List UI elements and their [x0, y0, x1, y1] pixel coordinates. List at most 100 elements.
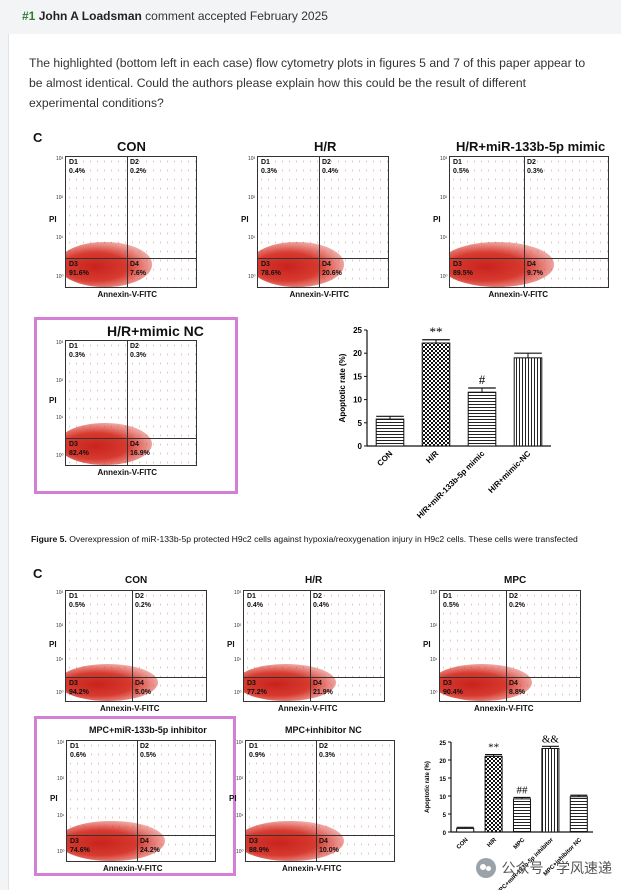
fig5-plot-hr-d2-label: D2: [322, 159, 331, 166]
fig7-plot-inhibitor-nc-density: [246, 820, 344, 861]
fig7-plot-mpc-d2-value: 0.2%: [509, 602, 525, 609]
fig5-plot-mimic-nc-title: H/R+mimic NC: [107, 323, 204, 339]
fig5-plot-mimic-y-axis-label: PI: [433, 214, 441, 224]
fig5-bar: [421, 342, 451, 447]
figure5-panel-label: C: [33, 130, 43, 145]
comment-author[interactable]: John A Loadsman: [38, 9, 142, 23]
fig5-plot-con-d2-value: 0.2%: [130, 168, 146, 175]
fig7-plot-mpc-gate-v: [506, 591, 507, 701]
fig7-plot-mpc-d4-value: 8.8%: [509, 689, 525, 696]
fig7-plot-con-y-tick: 10⁰: [56, 690, 64, 696]
fig7-plot-hr-d4-label: D4: [313, 680, 322, 687]
fig5-plot-con-d1-value: 0.4%: [69, 168, 85, 175]
fig7-plot-inhibitor-nc-y-axis-label: PI: [229, 794, 237, 803]
fig7-plot-inhibitor-d2-label: D2: [140, 743, 149, 750]
fig7-plot-mpc-y-tick: 10³: [430, 590, 438, 596]
fig5-plot-con-d3-label: D3: [69, 261, 78, 268]
fig7-plot-inhibitor-nc-gate-v: [316, 741, 317, 861]
fig7-significance-label: **: [488, 742, 499, 754]
fig5-plot-hr-d2-value: 0.4%: [322, 168, 338, 175]
fig7-plot-inhibitor-nc-d4-value: 10.0%: [319, 847, 339, 854]
fig5-y-tick-label: 25: [353, 326, 362, 335]
fig7-plot-inhibitor-gate-h: [67, 835, 215, 836]
fig7-plot-mpc-y-tick: 10⁰: [430, 690, 438, 696]
fig7-plot-inhibitor-y-axis-label: PI: [50, 794, 58, 803]
fig5-bar: [513, 357, 543, 447]
fig7-plot-inhibitor-y-tick: 10²: [57, 776, 65, 783]
fig7-plot-mpc-title: MPC: [504, 575, 527, 586]
fig5-plot-con-density: [66, 242, 152, 287]
fig7-y-tick-label: 10: [439, 795, 446, 801]
fig5-plot-mimic-y-tick: 10¹: [440, 234, 448, 241]
fig5-plot-con-gate-h: [66, 258, 196, 259]
fig5-plot-hr-d4-value: 20.6%: [322, 270, 342, 277]
fig7-y-label: Apoptotic rate (%): [425, 761, 431, 813]
fig5-plot-con-y-tick: 10¹: [56, 234, 64, 241]
fig7-bar: [512, 798, 532, 833]
fig5-plot-mimic-y-tick: 10⁰: [440, 274, 448, 281]
fig5-plot-hr-y-tick: 10⁰: [248, 274, 256, 281]
comment-number[interactable]: #1: [22, 9, 36, 23]
fig5-plot-mimic-d1-value: 0.5%: [453, 168, 469, 175]
fig5-plot-mimic-nc-gate-v: [127, 341, 128, 465]
fig7-plot-con-d1-value: 0.5%: [69, 602, 85, 609]
fig7-plot-con-y-tick: 10³: [56, 590, 64, 596]
fig5-plot-mimic-y-tick: 10³: [440, 156, 448, 162]
fig7-plot-con-d3-value: 94.2%: [69, 689, 89, 696]
fig7-plot-hr-d2-value: 0.4%: [313, 602, 329, 609]
fig5-plot-mimic-d3-value: 89.5%: [453, 270, 473, 277]
fig7-significance-label: ##: [517, 784, 529, 796]
fig5-plot-con-d4-label: D4: [130, 261, 139, 268]
fig7-plot-inhibitor-nc-y-tick: 10³: [236, 740, 244, 746]
fig7-plot-con-y-axis-label: PI: [49, 639, 57, 649]
fig7-plot-con-d2-label: D2: [135, 593, 144, 600]
fig7-plot-con-frame: D1 0.5% D2 0.2% D3 94.2% D4 5.0%: [65, 590, 207, 702]
fig7-bar: [569, 796, 588, 833]
fig7-plot-inhibitor-d3-value: 74.6%: [70, 847, 90, 854]
fig7-plot-mpc-d4-label: D4: [509, 680, 518, 687]
fig7-plot-hr-frame: D1 0.4% D2 0.4% D3 77.2% D4 21.9%: [243, 590, 385, 702]
fig5-plot-con-d3-value: 91.6%: [69, 270, 89, 277]
fig5-plot-mimic-nc-frame: D1 0.3% D2 0.3% D3 82.4% D4 16.9%: [65, 340, 197, 466]
fig5-plot-mimic-nc-d1-value: 0.3%: [69, 352, 85, 359]
watermark: 公众号 · 学风速递: [475, 858, 612, 878]
fig7-plot-mpc-d3-label: D3: [443, 680, 452, 687]
fig7-plot-inhibitor-nc-x-axis-label: Annexin-V-FITC: [282, 864, 342, 873]
fig7-bar: [484, 755, 503, 833]
fig7-highlight-box: [34, 716, 236, 876]
fig7-plot-mpc-d2-label: D2: [509, 593, 518, 600]
fig5-plot-mimic-nc-density: [66, 423, 152, 465]
fig5-highlight-box: [34, 317, 238, 494]
fig7-plot-hr-title: H/R: [305, 575, 323, 586]
fig7-plot-hr-y-tick: 10¹: [234, 656, 242, 663]
fig5-plot-con-y-tick: 10⁰: [56, 274, 64, 281]
fig5-plot-hr-x-axis-label: Annexin-V-FITC: [289, 290, 350, 299]
fig5-plot-hr-y-tick: 10²: [248, 195, 256, 202]
fig7-plot-con-title: CON: [125, 575, 148, 586]
fig5-plot-con-d2-label: D2: [130, 159, 139, 166]
comment-header-line: #1 John A Loadsman comment accepted Febr…: [22, 9, 328, 23]
fig7-plot-hr-gate-v: [310, 591, 311, 701]
fig5-plot-con-y-tick: 10³: [56, 156, 64, 162]
fig7-bar: [456, 827, 475, 833]
fig7-plot-inhibitor-nc-d1-value: 0.9%: [249, 752, 265, 759]
fig7-plot-mpc-d3-value: 90.4%: [443, 689, 463, 696]
fig5-plot-con-d1-label: D1: [69, 159, 78, 166]
fig7-plot-inhibitor-nc-title: MPC+inhibitor NC: [285, 725, 362, 735]
fig7-plot-hr-y-tick: 10²: [234, 623, 242, 630]
fig7-plot-con-d3-label: D3: [69, 680, 78, 687]
fig5-plot-hr-gate-h: [258, 258, 388, 259]
fig7-plot-mpc-density: [440, 663, 533, 701]
fig7-plot-mpc-d1-label: D1: [443, 593, 452, 600]
fig5-plot-mimic-nc-x-axis-label: Annexin-V-FITC: [97, 468, 158, 477]
fig7-plot-con-gate-h: [66, 677, 206, 678]
fig5-y-tick-label: 10: [353, 396, 362, 405]
fig7-plot-inhibitor-nc-d3-value: 88.9%: [249, 847, 269, 854]
fig7-plot-hr-gate-h: [244, 677, 384, 678]
fig7-plot-inhibitor-d1-label: D1: [70, 743, 79, 750]
fig5-bar: [467, 391, 497, 447]
fig5-plot-mimic-d3-label: D3: [453, 261, 462, 268]
fig7-plot-inhibitor-d2-value: 0.5%: [140, 752, 156, 759]
fig7-plot-con-d4-label: D4: [135, 680, 144, 687]
fig5-plot-mimic-nc-y-tick: 10¹: [56, 415, 64, 422]
